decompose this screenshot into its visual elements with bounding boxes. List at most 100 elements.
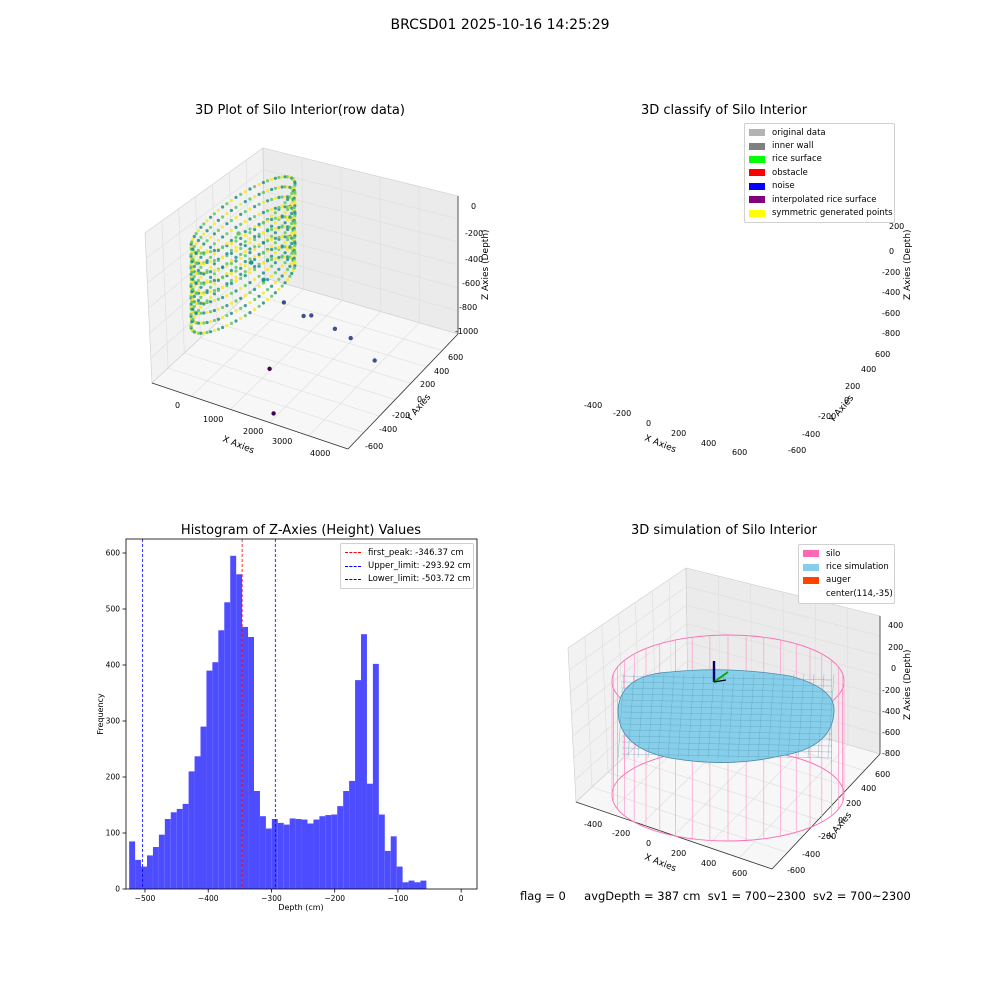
raw-point: [216, 288, 220, 292]
raw-point: [229, 311, 233, 315]
raw-point: [243, 200, 247, 204]
raw-point: [293, 220, 297, 224]
raw-point: [248, 281, 252, 285]
legend-label: silo: [826, 548, 841, 559]
raw-point: [239, 236, 243, 240]
raw-point: [192, 274, 196, 279]
raw-point: [192, 234, 196, 239]
raw-point: [248, 291, 252, 295]
histogram-bar: [152, 847, 159, 889]
p4-zlabel: Z Axies (Depth): [903, 649, 913, 720]
p2-ytick-3: 0: [844, 396, 849, 405]
raw-point: [199, 285, 203, 289]
raw-point: [209, 320, 213, 324]
rice-mesh-line: [747, 673, 755, 759]
rice-mesh-line: [657, 673, 665, 759]
raw-point: [205, 310, 209, 315]
raw-point: [216, 297, 220, 301]
legend-label: inner wall: [772, 141, 814, 152]
grid-line: [263, 191, 459, 243]
histogram-bar: [182, 803, 189, 889]
raw-point: [273, 256, 277, 260]
x-tick-label: −400: [198, 894, 219, 903]
raw-point: [270, 214, 274, 218]
rice-mesh-line: [621, 675, 833, 681]
rice-mesh-line: [621, 735, 833, 741]
panel4-legend: silo rice simulation auger center(114,-3…: [798, 544, 895, 604]
raw-point: [253, 257, 257, 262]
raw-point: [257, 232, 261, 236]
raw-point: [253, 277, 257, 282]
raw-point: [199, 295, 203, 299]
raw-point: [273, 211, 277, 215]
p4-ytick-6: 600: [875, 770, 890, 779]
rice-mesh-line: [621, 693, 833, 699]
raw-point: [196, 238, 200, 243]
grid-line: [264, 234, 459, 289]
raw-point: [277, 245, 281, 250]
legend-swatch: [749, 169, 765, 177]
raw-point: [229, 321, 233, 325]
histogram-bar: [271, 819, 278, 889]
raw-point: [199, 281, 203, 285]
raw-point: [280, 185, 284, 189]
p2-ytick-6: 600: [875, 350, 890, 359]
raw-point: [270, 264, 274, 268]
raw-point: [199, 251, 203, 255]
raw-point: [283, 221, 287, 225]
raw-point: [290, 191, 294, 196]
raw-point: [243, 274, 247, 278]
raw-point: [273, 216, 277, 220]
histogram-bar: [212, 662, 219, 889]
raw-point: [253, 267, 257, 272]
p1-ztick-5: 0: [471, 202, 476, 211]
legend-label: interpolated rice surface: [772, 194, 877, 205]
histogram-bar: [200, 726, 207, 889]
p1-ytick-6: 600: [448, 353, 463, 362]
raw-point: [194, 232, 198, 236]
raw-point: [277, 185, 281, 190]
histogram-bar: [135, 859, 142, 889]
histogram-bar: [194, 756, 201, 889]
raw-point: [248, 251, 252, 255]
raw-point: [209, 300, 213, 304]
raw-point: [283, 175, 287, 179]
raw-point: [270, 254, 274, 258]
raw-point: [202, 311, 206, 315]
histogram-bar: [206, 670, 213, 889]
histogram-bar: [378, 814, 385, 889]
p4-xtick-1: -200: [612, 829, 630, 838]
raw-point: [196, 298, 200, 303]
rice-mesh-line: [621, 717, 833, 723]
raw-point: [191, 317, 195, 321]
raw-point: [261, 190, 265, 195]
raw-point: [239, 262, 243, 266]
histogram-y-ticks: 0 100 200 300 400 500 600: [106, 549, 126, 894]
raw-point: [270, 197, 274, 202]
raw-point: [199, 331, 203, 335]
raw-point: [199, 265, 203, 269]
legend-item-obstacle: obstacle: [749, 166, 890, 179]
rice-mesh-line: [621, 681, 833, 687]
p4-ztick-2: -400: [882, 707, 900, 716]
raw-point: [261, 240, 265, 245]
raw-point: [248, 237, 252, 241]
histogram-bar: [254, 791, 260, 889]
raw-point: [280, 284, 284, 288]
raw-point: [239, 272, 243, 276]
raw-point: [243, 284, 247, 288]
raw-point: [283, 235, 287, 239]
raw-point: [234, 245, 238, 249]
raw-point: [293, 180, 297, 184]
raw-point: [212, 272, 216, 276]
raw-point: [253, 215, 257, 219]
raw-point: [288, 264, 292, 268]
raw-point: [261, 220, 265, 225]
raw-point: [277, 215, 281, 220]
raw-point: [243, 314, 247, 318]
p2-ytick-0: -600: [788, 446, 806, 455]
p1-ztick-1: -800: [459, 303, 477, 312]
rice-mesh-line: [621, 753, 833, 759]
raw-point: [280, 205, 284, 209]
grid-line: [623, 757, 819, 820]
